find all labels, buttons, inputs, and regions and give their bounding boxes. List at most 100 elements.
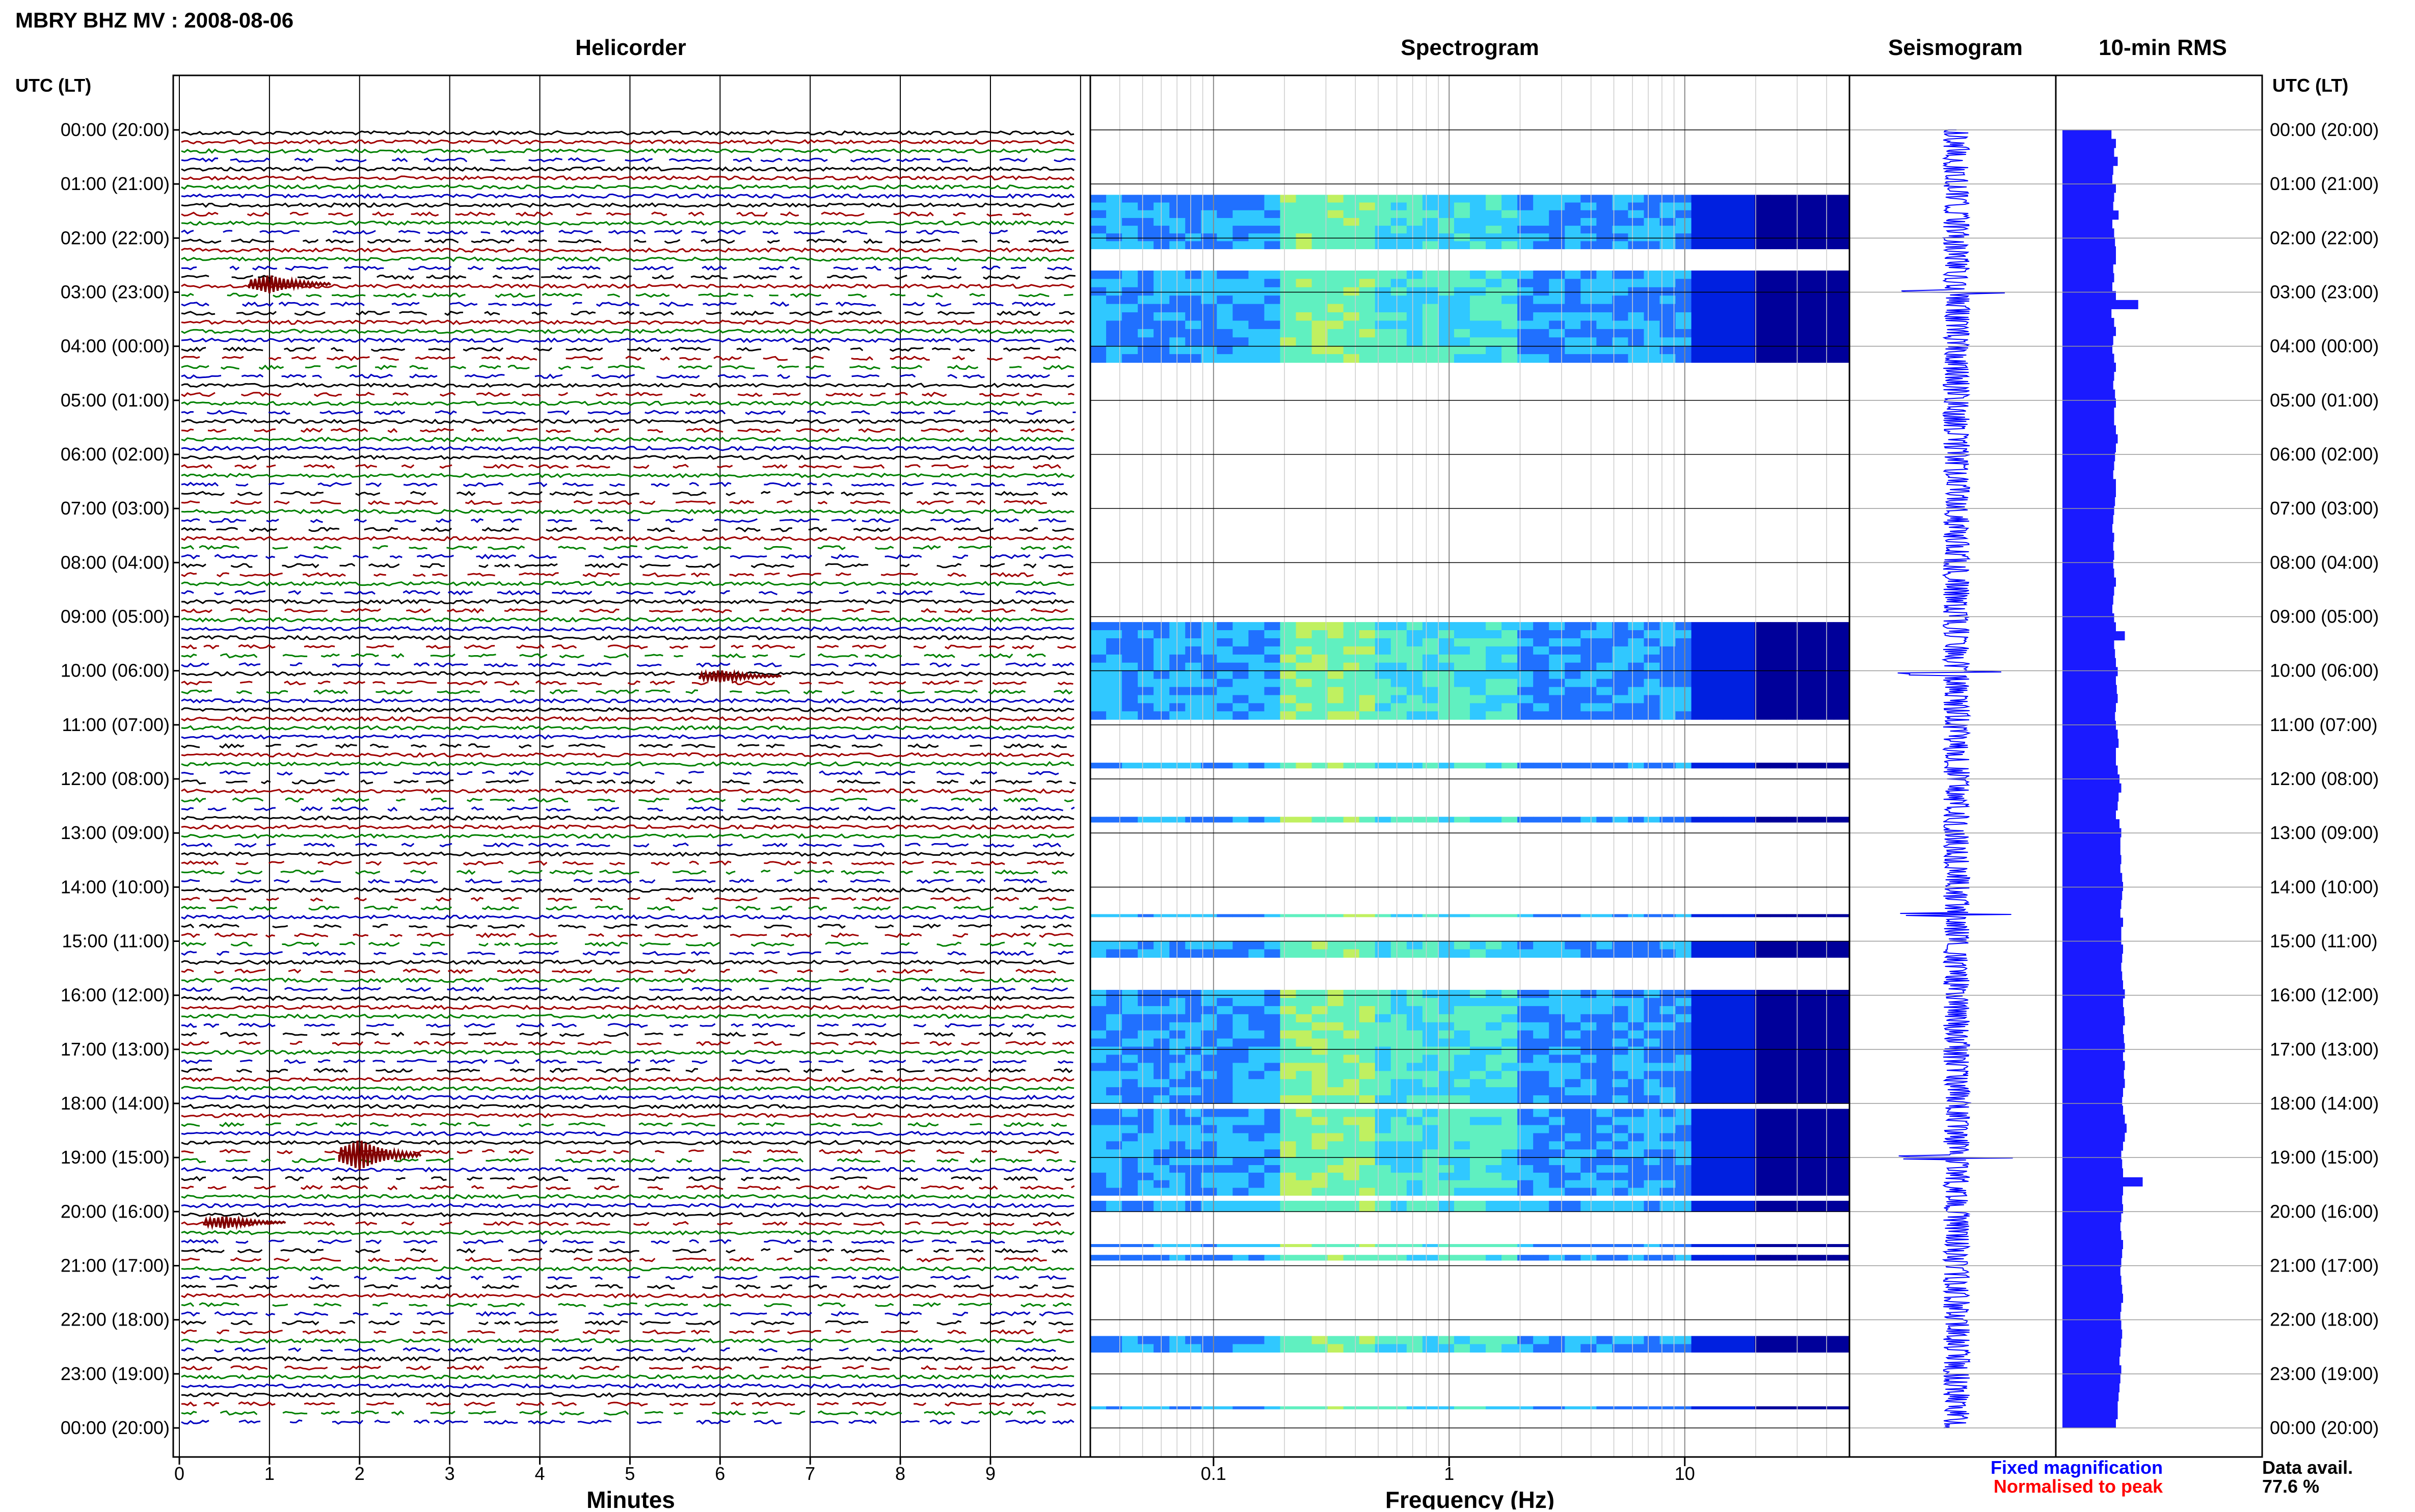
spectrogram-cell (1501, 630, 1518, 639)
spectrogram-cell (1422, 990, 1439, 998)
helicorder-trace (181, 491, 1068, 497)
spectrogram-cell (1501, 949, 1518, 958)
spectrogram-cell (1628, 1344, 1645, 1353)
spectrogram-cell (1802, 695, 1818, 704)
spectrogram-cell (1549, 329, 1565, 338)
spectrogram-cell (1549, 1071, 1565, 1079)
spectrogram-cell (1106, 1006, 1122, 1015)
spectrogram-cell (1738, 695, 1755, 704)
rms-bar (2062, 703, 2116, 712)
spectrogram-cell (1770, 1244, 1787, 1247)
helicorder-trace (181, 364, 1075, 370)
spectrogram-cell (1422, 1344, 1439, 1353)
spectrogram-cell (1454, 622, 1470, 631)
spectrogram-cell (1533, 304, 1549, 313)
time-label-right: 07:00 (03:00) (2270, 498, 2379, 519)
spectrogram-cell (1612, 210, 1629, 219)
spectrogram-cell (1311, 638, 1328, 647)
spectrogram-cell (1438, 703, 1455, 712)
spectrogram-cell (1691, 703, 1708, 712)
spectrogram-cell (1786, 1141, 1803, 1150)
spectrogram-cell (1533, 1133, 1549, 1142)
spectrogram-cell (1138, 687, 1154, 696)
rms-bar (2062, 962, 2122, 972)
spectrogram-cell (1486, 279, 1502, 288)
spectrogram-cell (1422, 312, 1439, 321)
spectrogram-cell (1817, 817, 1834, 823)
spectrogram-cell (1232, 1022, 1249, 1031)
spectrogram-cell (1691, 1172, 1708, 1181)
spectrogram-cell (1580, 817, 1597, 823)
spectrogram-cell (1833, 1030, 1850, 1039)
spectrogram-cell (1596, 312, 1613, 321)
spectrogram-cell (1675, 1141, 1692, 1150)
spectrogram-cell (1738, 763, 1755, 769)
spectrogram-cell (1802, 329, 1818, 338)
spectrogram-cell (1311, 1149, 1328, 1158)
spectrogram-cell (1549, 638, 1565, 647)
spectrogram-cell (1580, 711, 1597, 720)
spectrogram-cell (1533, 914, 1549, 917)
spectrogram-cell (1343, 271, 1360, 280)
spectrogram-cell (1359, 630, 1376, 639)
spectrogram-cell (1707, 1109, 1724, 1118)
spectrogram-cell (1438, 687, 1455, 696)
spectrogram-cell (1723, 654, 1739, 663)
spectrogram-cell (1565, 1201, 1581, 1212)
spectrogram-cell (1580, 1087, 1597, 1096)
spectrogram-cell (1644, 312, 1660, 321)
rms-bar (2062, 577, 2116, 587)
spectrogram-cell (1232, 218, 1249, 226)
spectrogram-cell (1470, 304, 1486, 313)
spectrogram-cell (1644, 1125, 1660, 1133)
helicorder-trace (181, 1383, 1075, 1389)
spectrogram-cell (1454, 218, 1470, 226)
spectrogram-cell (1153, 1187, 1170, 1196)
spectrogram-cell (1659, 1055, 1676, 1063)
spectrogram-cell (1296, 202, 1312, 211)
spectrogram-cell (1549, 949, 1565, 958)
spectrogram-cell (1691, 670, 1708, 680)
spectrogram-cell (1201, 320, 1217, 330)
spectrogram-cell (1596, 354, 1613, 363)
spectrogram-cell (1106, 210, 1122, 219)
spectrogram-cell (1327, 354, 1344, 363)
spectrogram-cell (1264, 1165, 1281, 1173)
spectrogram-cell (1217, 914, 1233, 917)
spectrogram-cell (1106, 1141, 1122, 1150)
spectrogram-cell (1580, 304, 1597, 313)
spectrogram-cell (1659, 1022, 1676, 1031)
spectrogram-cell (1406, 337, 1423, 346)
spectrogram-cell (1754, 914, 1771, 917)
spectrogram-cell (1406, 703, 1423, 712)
spectrogram-cell (1264, 654, 1281, 663)
spectrogram-cell (1217, 1109, 1233, 1118)
rms-bar (2062, 900, 2122, 909)
spectrogram-cell (1817, 687, 1834, 696)
spectrogram-cell (1390, 279, 1407, 288)
spectrogram-cell (1786, 1125, 1803, 1133)
spectrogram-cell (1707, 195, 1724, 203)
spectrogram-cell (1802, 195, 1818, 203)
spectrogram-cell (1596, 670, 1613, 680)
spectrogram-cell (1723, 1014, 1739, 1023)
spectrogram-cell (1596, 1406, 1613, 1410)
spectrogram-cell (1486, 1141, 1502, 1150)
spectrogram-cell (1169, 1149, 1186, 1158)
spectrogram-cell (1406, 711, 1423, 720)
spectrogram-cell (1707, 1187, 1724, 1196)
rms-bar (2062, 622, 2116, 632)
spectrogram-cell (1248, 638, 1265, 647)
spectrogram-cell (1296, 990, 1312, 998)
spectrogram-cell (1422, 1095, 1439, 1104)
spectrogram-cell (1153, 279, 1170, 288)
spectrogram-cell (1675, 320, 1692, 330)
spectrogram-cell (1517, 195, 1534, 203)
spectrogram-cell (1311, 210, 1328, 219)
spectrogram-cell (1580, 1022, 1597, 1031)
spectrogram-cell (1185, 287, 1201, 296)
spectrogram-cell (1454, 329, 1470, 338)
spectrogram-cell (1422, 622, 1439, 631)
spectrogram-cell (1153, 287, 1170, 296)
spectrogram-cell (1691, 679, 1708, 688)
